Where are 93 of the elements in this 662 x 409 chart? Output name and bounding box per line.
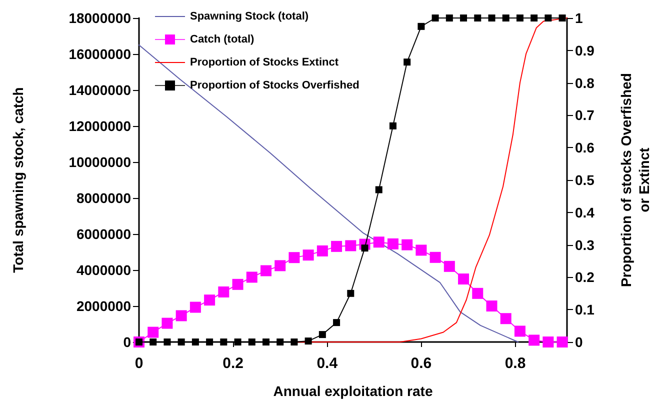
point — [361, 244, 368, 252]
point — [246, 272, 258, 283]
y-tick-label: 16000000 — [68, 46, 132, 62]
y-tick-label: 12000000 — [68, 118, 132, 134]
point — [206, 338, 214, 346]
point — [220, 338, 228, 346]
y-tick-label: 0 — [123, 334, 132, 350]
point — [544, 14, 552, 22]
point — [458, 274, 470, 284]
point — [331, 240, 342, 252]
legend-label: Catch (total) — [190, 34, 254, 46]
y-axis-title: Total spawning stock, catch — [10, 87, 26, 273]
point — [218, 286, 230, 298]
point — [192, 338, 199, 346]
y-tick-label: 8000000 — [76, 190, 132, 206]
y-tick-label: 4000000 — [76, 262, 132, 278]
y-tick-label: 2000000 — [76, 298, 132, 314]
point — [486, 300, 498, 312]
point — [375, 186, 382, 194]
x-tick-label: 0.2 — [222, 355, 244, 372]
x-axis-title: Annual exploitation rate — [273, 383, 433, 399]
y2-tick-label: 0.9 — [575, 42, 595, 58]
point — [558, 14, 566, 22]
point — [316, 245, 328, 256]
y2-tick-label: 0.3 — [575, 236, 595, 253]
point — [402, 239, 413, 250]
y-tick-label: 14000000 — [68, 82, 132, 98]
point — [387, 238, 398, 250]
point — [488, 14, 496, 22]
point — [262, 338, 270, 346]
legend-label: Proportion of Stocks Overfished — [190, 80, 360, 92]
y2-tick-label: 0.1 — [575, 302, 595, 318]
x-tick-label: 0.8 — [504, 355, 526, 372]
point — [514, 326, 526, 337]
point — [460, 14, 468, 22]
line-series — [138, 44, 519, 342]
point — [178, 338, 185, 346]
point — [446, 14, 453, 22]
point — [404, 58, 411, 66]
point — [474, 14, 482, 22]
point — [373, 236, 384, 248]
x-tick-label: 0 — [134, 355, 144, 372]
point — [176, 310, 187, 322]
point — [500, 313, 512, 324]
point — [502, 14, 510, 22]
y-tick-label: 6000000 — [76, 226, 132, 242]
point — [432, 14, 439, 22]
point — [302, 250, 314, 261]
point — [204, 294, 216, 306]
legend-label: Proportion of Stocks Extinct — [190, 56, 339, 68]
x-tick-label: 0.6 — [410, 355, 432, 372]
point — [164, 338, 171, 346]
point — [274, 260, 286, 272]
point — [347, 290, 354, 297]
point — [260, 265, 272, 276]
legend-label: Spawning Stock (total) — [190, 10, 309, 22]
point — [530, 14, 538, 22]
y-tick-label: 18000000 — [68, 10, 132, 26]
y2-tick-label: 0.6 — [575, 140, 595, 156]
point — [444, 260, 455, 272]
point — [162, 318, 173, 329]
point — [318, 331, 326, 338]
y-tick-label: 10000000 — [68, 154, 132, 170]
point — [556, 336, 568, 348]
point — [276, 338, 284, 346]
y2-tick-label: 1 — [575, 10, 583, 26]
y2-tick-label: 0.5 — [575, 172, 595, 188]
point — [190, 302, 201, 313]
y2-tick-label: 0.4 — [575, 204, 595, 220]
point — [148, 326, 159, 338]
x-tick-label: 0.4 — [316, 355, 338, 372]
point — [345, 240, 356, 252]
point — [333, 319, 340, 326]
point — [304, 338, 312, 345]
point — [232, 278, 244, 290]
y2-tick-label: 0.7 — [575, 107, 595, 124]
y2-tick-label: 0.2 — [575, 269, 595, 286]
point — [418, 22, 425, 30]
point — [150, 338, 157, 346]
point — [516, 14, 524, 22]
point — [290, 338, 298, 346]
point — [389, 122, 396, 130]
point — [416, 244, 427, 256]
point — [472, 288, 484, 299]
point — [288, 252, 300, 264]
point — [248, 338, 256, 346]
point — [528, 334, 540, 346]
point — [234, 338, 242, 346]
y2-axis-title: Proportion of stocks Overfished or Extinct — [618, 73, 652, 287]
point — [430, 252, 441, 263]
point — [542, 336, 554, 348]
y2-tick-label: 0 — [575, 334, 583, 350]
y2-tick-label: 0.8 — [575, 74, 595, 91]
